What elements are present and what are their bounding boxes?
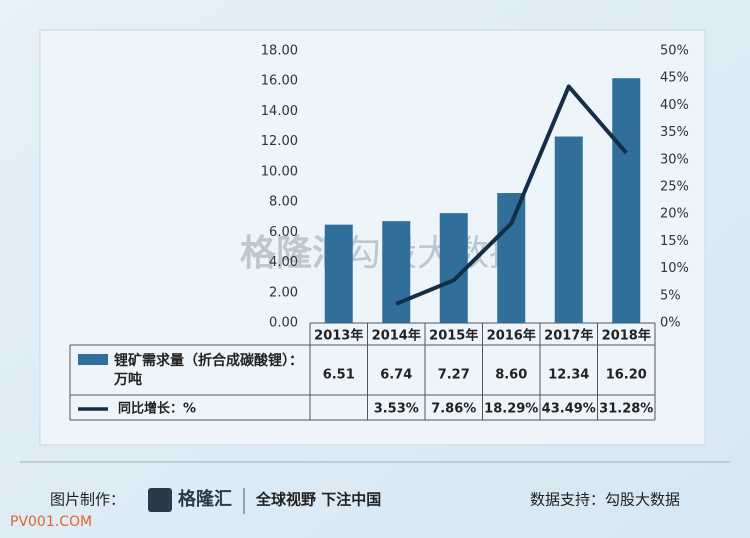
- table-value: 31.28%: [599, 402, 653, 417]
- table-value: 12.34: [548, 368, 589, 383]
- legend-label: 同比增长：%: [118, 401, 196, 417]
- table-value: 7.86%: [431, 402, 476, 417]
- bar: [554, 136, 583, 323]
- footer-label: 图片制作：: [50, 491, 125, 509]
- legend-swatch: [78, 354, 108, 365]
- table-value: 16.20: [606, 368, 647, 383]
- y-tick-label: 4.00: [269, 255, 298, 270]
- table-value: 3.53%: [374, 402, 419, 417]
- y2-tick-label: 45%: [660, 71, 689, 86]
- table-value: 18.29%: [484, 402, 538, 417]
- footer-source: 数据支持：勾股大数据: [530, 491, 680, 509]
- y2-tick-label: 50%: [660, 44, 689, 59]
- table-value: 8.60: [495, 368, 527, 383]
- y2-tick-label: 20%: [660, 207, 689, 222]
- y2-tick-label: 15%: [660, 234, 689, 249]
- table-value: 6.74: [380, 368, 412, 383]
- site-watermark: PV001.COM: [10, 514, 92, 530]
- y-tick-label: 0.00: [269, 316, 298, 331]
- x-tick-label: 2018年: [602, 328, 651, 344]
- chart-panel: [39, 29, 706, 446]
- bar: [439, 213, 468, 323]
- x-tick-label: 2016年: [487, 328, 536, 344]
- y2-tick-label: 40%: [660, 98, 689, 113]
- line: [395, 84, 628, 306]
- x-tick-label: 2014年: [372, 328, 421, 344]
- y-tick-label: 2.00: [269, 285, 298, 300]
- footer-logo-icon: [148, 488, 172, 512]
- y-tick-label: 6.00: [269, 225, 298, 240]
- table-value: 7.27: [438, 368, 470, 383]
- legend-label: 锂矿需求量（折合成碳酸锂）：万吨: [114, 353, 303, 388]
- footer-slogan: 全球视野 下注中国: [255, 491, 381, 509]
- y-tick-label: 18.00: [261, 44, 298, 59]
- x-tick-label: 2015年: [429, 328, 478, 344]
- y2-tick-label: 35%: [660, 125, 689, 140]
- x-tick-label: 2017年: [544, 328, 593, 344]
- y-tick-label: 10.00: [261, 164, 298, 179]
- bar: [612, 78, 641, 323]
- x-tick-label: 2013年: [314, 328, 363, 344]
- y-tick-label: 16.00: [261, 74, 298, 89]
- y-tick-label: 8.00: [269, 195, 298, 210]
- table-value: 43.49%: [542, 402, 596, 417]
- y2-tick-label: 30%: [660, 152, 689, 167]
- y-tick-label: 14.00: [261, 104, 298, 119]
- bar: [382, 221, 411, 323]
- y2-tick-label: 5%: [660, 288, 681, 303]
- y-tick-label: 12.00: [261, 134, 298, 149]
- bar: [324, 224, 353, 323]
- y2-tick-label: 25%: [660, 180, 689, 195]
- footer-logo: 格隆汇: [178, 488, 232, 510]
- y2-tick-label: 10%: [660, 261, 689, 276]
- data-table-grid: [69, 344, 655, 421]
- table-value: 6.51: [323, 368, 355, 383]
- bar: [497, 193, 526, 323]
- y2-tick-label: 0%: [660, 316, 681, 331]
